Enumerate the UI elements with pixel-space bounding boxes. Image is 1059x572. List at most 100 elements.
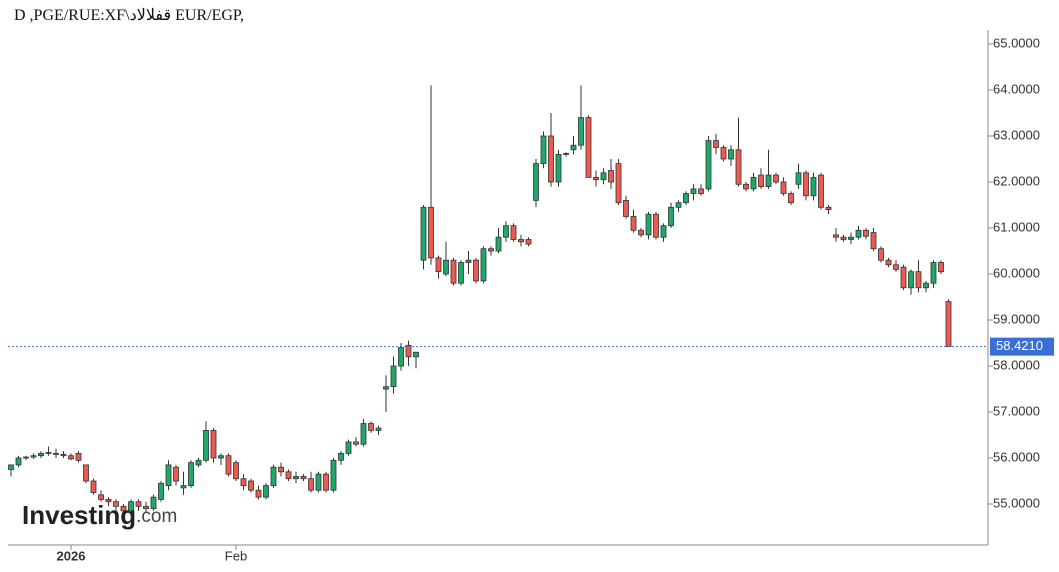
candle-body <box>645 213 652 236</box>
candle-body <box>840 236 847 240</box>
candle-body <box>248 480 254 491</box>
candle-body <box>240 478 247 487</box>
candle-body <box>293 476 299 480</box>
plot-area <box>8 85 952 514</box>
candle-body <box>210 430 217 459</box>
candle-body <box>915 271 922 289</box>
candle-body <box>83 464 89 482</box>
candle-body <box>810 176 817 197</box>
candle-body <box>135 501 142 507</box>
y-tick-label: 63.0000 <box>993 127 1040 142</box>
candle-body <box>735 149 742 185</box>
candle-body <box>780 181 787 194</box>
y-tick-label: 58.0000 <box>993 357 1040 372</box>
candle-body <box>150 496 157 510</box>
chart-title: D ,PGE/RUE:XF\قفلالاد EUR/EGP, <box>14 7 244 24</box>
candle-body <box>368 423 374 431</box>
candle-body <box>638 229 644 236</box>
candle-body <box>420 206 427 261</box>
candle-body <box>158 482 164 500</box>
candle-body <box>23 456 29 459</box>
candle-body <box>180 485 187 489</box>
candle-body <box>885 259 892 266</box>
last-price-box <box>990 337 1054 356</box>
candle-body <box>503 225 509 238</box>
candle-body <box>330 459 337 491</box>
candle-body <box>675 202 682 208</box>
candle-body <box>60 453 67 457</box>
candle-body <box>53 453 59 455</box>
y-tick-label: 55.0000 <box>993 495 1040 510</box>
last-price-label: 58.4210 <box>996 338 1043 353</box>
candle-body <box>398 347 404 367</box>
candle-body <box>278 466 284 473</box>
candle-body <box>870 232 877 250</box>
candle-body <box>698 188 704 194</box>
candle-body <box>728 149 734 160</box>
candle-body <box>630 216 637 231</box>
candle-body <box>555 153 562 183</box>
y-tick-label: 56.0000 <box>993 449 1040 464</box>
candle-body <box>570 144 577 151</box>
candle-body <box>683 193 689 204</box>
candle-body <box>945 301 952 348</box>
candle-body <box>705 140 712 190</box>
candle-body <box>653 213 659 238</box>
candle-body <box>855 229 862 238</box>
candle-body <box>773 174 779 183</box>
candle-body <box>668 206 674 227</box>
candle-body <box>218 455 224 459</box>
candle-body <box>750 176 757 190</box>
candle-body <box>255 489 262 498</box>
candle-body <box>285 471 292 480</box>
candle-body <box>353 441 359 445</box>
candle-body <box>113 501 119 507</box>
candle-body <box>795 172 802 185</box>
candle-body <box>465 259 472 263</box>
candle-body <box>578 117 584 146</box>
candle-body <box>518 239 524 243</box>
candle-body <box>165 464 172 487</box>
candle-body <box>690 188 697 194</box>
candle-body <box>413 351 419 358</box>
candle-body <box>233 462 239 480</box>
candle-body <box>360 423 367 445</box>
candle-body <box>480 248 487 282</box>
candle-body <box>120 505 127 512</box>
candle-body <box>525 239 532 245</box>
candle-body <box>75 453 82 461</box>
candle-body <box>473 259 479 282</box>
candle-body <box>908 271 914 289</box>
candle-body <box>878 248 884 261</box>
candle-body <box>30 455 37 458</box>
candle-body <box>405 344 412 358</box>
candle-body <box>818 174 824 208</box>
candle-body <box>15 457 22 466</box>
candle-body <box>488 248 494 252</box>
candle-body <box>743 183 749 190</box>
candle-body <box>863 229 869 237</box>
candle-body <box>308 478 314 491</box>
y-tick-label: 61.0000 <box>993 219 1040 234</box>
y-tick-label: 64.0000 <box>993 81 1040 96</box>
candle-body <box>8 464 14 470</box>
candle-body <box>825 206 832 210</box>
candle-body <box>128 501 134 512</box>
y-tick-label: 65.0000 <box>993 35 1040 50</box>
candle-body <box>720 147 727 160</box>
candle-body <box>600 172 607 181</box>
candle-body <box>450 259 457 284</box>
candle-body <box>428 206 434 259</box>
candle-body <box>848 236 854 240</box>
candle-body <box>173 466 179 482</box>
y-tick-label: 57.0000 <box>993 403 1040 418</box>
candle-body <box>563 153 569 155</box>
candle-body <box>765 174 772 187</box>
candle-body <box>203 430 209 461</box>
candle-body <box>900 266 907 289</box>
candle-body <box>608 170 614 183</box>
candle-body <box>345 441 352 454</box>
candle-body <box>623 199 629 217</box>
candle-body <box>45 452 52 454</box>
candle-body <box>833 234 839 238</box>
